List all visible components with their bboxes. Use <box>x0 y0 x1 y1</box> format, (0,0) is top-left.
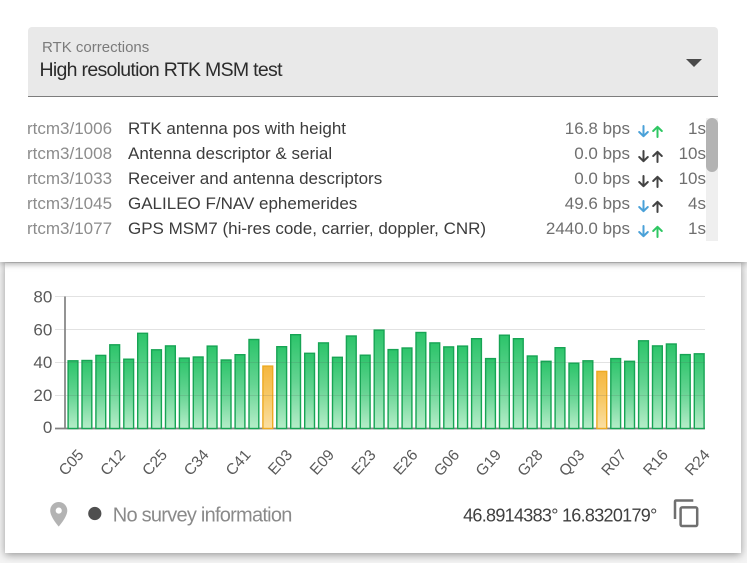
svg-text:80: 80 <box>33 288 52 307</box>
svg-text:C05: C05 <box>56 447 88 480</box>
svg-text:G19: G19 <box>473 447 505 480</box>
svg-text:60: 60 <box>33 321 52 340</box>
svg-text:G28: G28 <box>514 447 546 480</box>
svg-text:E09: E09 <box>307 447 338 479</box>
svg-text:C41: C41 <box>223 447 255 480</box>
svg-text:E26: E26 <box>390 447 421 479</box>
svg-text:E23: E23 <box>349 447 380 479</box>
svg-text:40: 40 <box>33 353 52 372</box>
svg-text:C34: C34 <box>181 446 213 479</box>
svg-text:E03: E03 <box>265 447 296 479</box>
svg-text:R07: R07 <box>599 447 631 480</box>
svg-text:G06: G06 <box>431 447 463 480</box>
svg-text:Q03: Q03 <box>556 447 588 480</box>
svg-text:No survey information: No survey information <box>113 505 292 527</box>
svg-text:46.8914383° 16.8320179°: 46.8914383° 16.8320179° <box>463 505 657 525</box>
svg-text:C12: C12 <box>98 447 130 480</box>
svg-text:R16: R16 <box>640 447 672 480</box>
svg-text:20: 20 <box>33 386 52 405</box>
svg-text:0: 0 <box>43 418 52 437</box>
svg-text:R24: R24 <box>682 446 714 479</box>
svg-text:C25: C25 <box>139 447 171 480</box>
